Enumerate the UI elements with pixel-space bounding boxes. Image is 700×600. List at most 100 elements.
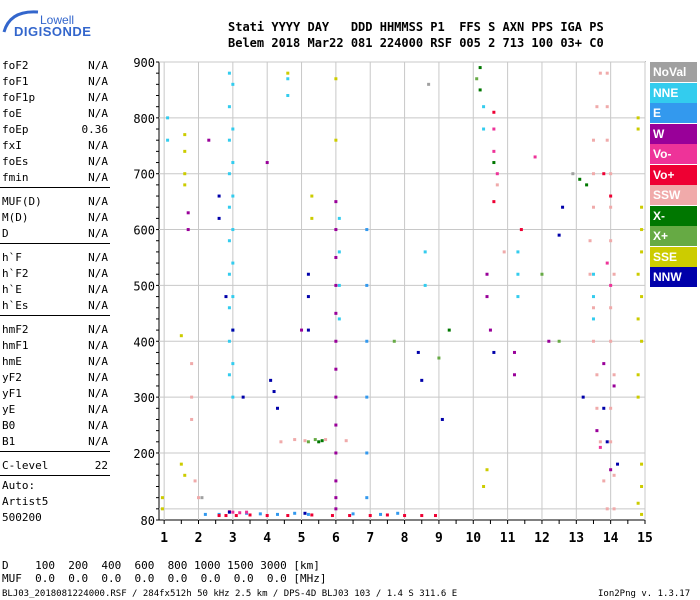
data-point bbox=[492, 161, 496, 165]
x-tick-label: 14 bbox=[603, 531, 619, 546]
data-point bbox=[183, 149, 187, 153]
data-point bbox=[602, 406, 606, 410]
data-point bbox=[516, 295, 520, 299]
data-point bbox=[475, 77, 479, 81]
data-point bbox=[286, 71, 290, 75]
param-row: foE N/A bbox=[2, 106, 108, 122]
y-tick-label: 80 bbox=[141, 514, 155, 528]
data-point bbox=[231, 395, 235, 399]
data-point bbox=[636, 127, 640, 131]
data-point bbox=[578, 177, 582, 181]
data-point bbox=[640, 250, 644, 254]
data-point bbox=[488, 328, 492, 332]
data-point bbox=[186, 211, 190, 215]
param-name: B0 bbox=[2, 419, 16, 432]
data-point bbox=[334, 367, 338, 371]
legend-item: W bbox=[650, 123, 697, 144]
data-point bbox=[337, 250, 341, 254]
param-value: 22 bbox=[94, 459, 108, 472]
data-point bbox=[365, 339, 369, 343]
param-row: foEs N/A bbox=[2, 154, 108, 170]
data-point bbox=[591, 138, 595, 142]
data-point bbox=[306, 272, 310, 276]
param-name: hmE bbox=[2, 355, 22, 368]
data-point bbox=[334, 479, 338, 483]
data-point bbox=[310, 513, 314, 517]
param-value: N/A bbox=[88, 251, 108, 264]
param-value: N/A bbox=[88, 419, 108, 432]
data-point bbox=[612, 384, 616, 388]
legend-item: SSE bbox=[650, 246, 697, 267]
data-point bbox=[440, 417, 444, 421]
param-value: N/A bbox=[88, 355, 108, 368]
data-point bbox=[303, 439, 307, 443]
param-row: B0 N/A bbox=[2, 418, 108, 434]
footer-version: Ion2Png v. 1.3.17 bbox=[598, 589, 691, 599]
data-point bbox=[636, 272, 640, 276]
data-point bbox=[334, 228, 338, 232]
data-point bbox=[337, 216, 341, 220]
data-point bbox=[334, 423, 338, 427]
data-point bbox=[203, 512, 207, 516]
data-point bbox=[320, 439, 324, 443]
param-row: h`Es N/A bbox=[2, 298, 108, 314]
param-value: N/A bbox=[88, 283, 108, 296]
param-name: foEs bbox=[2, 155, 29, 168]
param-row: foF2 N/A bbox=[2, 58, 108, 74]
param-name: hmF1 bbox=[2, 339, 29, 352]
data-point bbox=[334, 200, 338, 204]
param-row: hmE N/A bbox=[2, 354, 108, 370]
data-point bbox=[337, 317, 341, 321]
data-point bbox=[227, 205, 231, 209]
param-row: MUF(D) N/A bbox=[2, 194, 108, 210]
data-point bbox=[193, 479, 197, 483]
legend-item: NNW bbox=[650, 267, 697, 287]
data-point bbox=[609, 172, 613, 176]
data-point bbox=[231, 362, 235, 366]
divider bbox=[0, 243, 110, 244]
param-value: N/A bbox=[88, 403, 108, 416]
data-point bbox=[227, 105, 231, 109]
param-value: N/A bbox=[88, 299, 108, 312]
data-point bbox=[427, 82, 431, 86]
data-point bbox=[231, 82, 235, 86]
data-point bbox=[612, 272, 616, 276]
param-value: N/A bbox=[88, 387, 108, 400]
data-point bbox=[334, 496, 338, 500]
data-point bbox=[234, 514, 238, 518]
legend-item: SSW bbox=[650, 185, 697, 205]
data-point bbox=[640, 228, 644, 232]
y-tick-label: 600 bbox=[133, 224, 155, 238]
header-row1: Stati YYYY DAY DDD HHMMSS P1 FFS S AXN P… bbox=[228, 20, 604, 34]
auto-artist: Artist5 bbox=[2, 495, 49, 508]
data-point bbox=[403, 514, 407, 518]
param-value: N/A bbox=[88, 227, 108, 240]
data-point bbox=[231, 510, 235, 514]
data-point bbox=[306, 295, 310, 299]
data-point bbox=[334, 311, 338, 315]
data-point bbox=[238, 511, 242, 515]
data-point bbox=[286, 514, 290, 518]
data-point bbox=[269, 378, 273, 382]
data-point bbox=[224, 514, 228, 518]
data-point bbox=[492, 350, 496, 354]
data-point bbox=[248, 513, 252, 517]
param-row: yF1 N/A bbox=[2, 386, 108, 402]
data-point bbox=[160, 507, 164, 511]
param-row: h`F2 N/A bbox=[2, 266, 108, 282]
data-point bbox=[557, 339, 561, 343]
data-point bbox=[275, 512, 279, 516]
data-point bbox=[265, 514, 269, 518]
data-point bbox=[640, 339, 644, 343]
y-tick-label: 200 bbox=[133, 447, 155, 461]
param-row: hmF1 N/A bbox=[2, 338, 108, 354]
data-point bbox=[231, 295, 235, 299]
legend-item: NNE bbox=[650, 82, 697, 103]
x-tick-label: 2 bbox=[195, 531, 203, 546]
data-point bbox=[272, 390, 276, 394]
data-point bbox=[416, 350, 420, 354]
data-point bbox=[636, 317, 640, 321]
data-point bbox=[557, 233, 561, 237]
data-point bbox=[365, 451, 369, 455]
data-point bbox=[306, 328, 310, 332]
